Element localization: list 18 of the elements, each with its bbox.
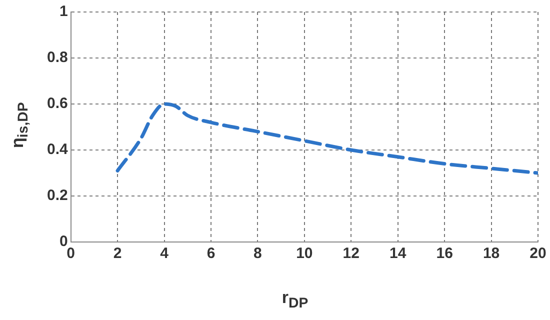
x-axis-title: r$_{DP}$ (280, 288, 310, 312)
line-series (116, 102, 538, 175)
x-tick-label: 18 (482, 245, 500, 262)
y-tick-label: 0.2 (46, 187, 68, 204)
y-tick-label: 0 (60, 233, 68, 250)
x-tick-label: 6 (206, 245, 216, 262)
x-tick-label: 10 (296, 245, 313, 262)
x-tick-label: 20 (530, 245, 546, 262)
x-tick-label: 4 (160, 245, 170, 262)
y-tick-label: 0.6 (46, 95, 68, 112)
y-tick-label: 1 (60, 3, 68, 20)
y-tick-label: 0.8 (46, 49, 68, 66)
x-tick-label: 8 (254, 245, 262, 262)
y-tick-label: 0.4 (46, 141, 68, 158)
x-tick-label: 12 (342, 245, 360, 262)
x-tick-label: 14 (390, 245, 407, 262)
x-tick-label: 16 (436, 245, 453, 262)
x-tick-label: 2 (113, 245, 122, 262)
